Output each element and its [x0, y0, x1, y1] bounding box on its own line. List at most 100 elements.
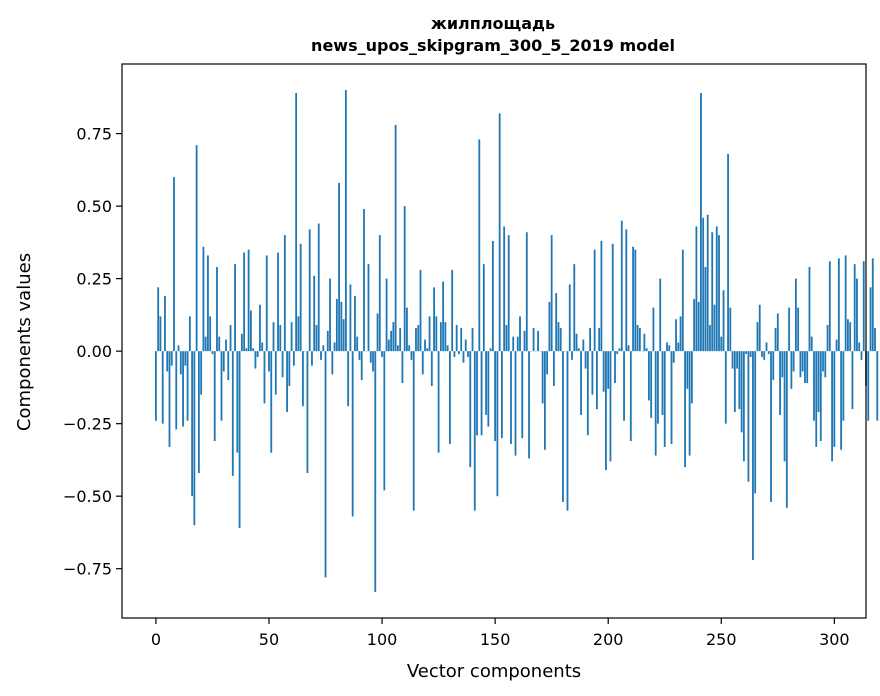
- bar-316: [869, 287, 872, 352]
- bar-150: [494, 351, 497, 442]
- bar-81: [338, 182, 340, 352]
- bar-33: [229, 325, 232, 352]
- bar-247: [713, 304, 716, 352]
- bar-216: [643, 333, 646, 352]
- bar-284: [797, 307, 800, 352]
- bar-267: [758, 304, 761, 352]
- bar-167: [532, 327, 535, 352]
- bar-184: [571, 351, 573, 360]
- bar-273: [772, 351, 775, 381]
- bar-121: [428, 316, 431, 352]
- bar-2: [159, 316, 162, 352]
- bar-124: [435, 316, 438, 352]
- bar-126: [439, 322, 442, 352]
- bar-89: [356, 336, 359, 352]
- bar-319: [876, 351, 879, 421]
- bar-99: [378, 235, 381, 352]
- bar-12: [182, 351, 184, 427]
- bar-201: [609, 351, 612, 462]
- bar-255: [731, 351, 734, 369]
- bar-180: [562, 351, 564, 502]
- bar-73: [320, 351, 322, 360]
- bar-148: [489, 348, 492, 352]
- bar-311: [858, 342, 861, 352]
- bar-29: [220, 351, 223, 421]
- bar-74: [322, 345, 325, 352]
- bar-263: [749, 351, 752, 357]
- bar-18: [195, 145, 198, 352]
- bar-23: [207, 255, 209, 352]
- bar-49: [265, 255, 268, 352]
- bar-278: [783, 351, 786, 462]
- bar-186: [575, 333, 578, 352]
- bar-97: [374, 351, 377, 592]
- bar-203: [614, 351, 616, 384]
- y-tick-label: 0.50: [76, 197, 112, 216]
- bar-64: [299, 243, 302, 352]
- bar-68: [308, 229, 311, 352]
- bar-296: [824, 351, 827, 378]
- bar-46: [259, 304, 261, 352]
- x-tick-label: 50: [259, 630, 279, 649]
- bar-174: [548, 301, 551, 352]
- bar-119: [424, 339, 426, 352]
- bar-86: [349, 284, 352, 352]
- bar-57: [283, 235, 286, 352]
- bar-138: [467, 351, 469, 357]
- bar-76: [326, 330, 329, 352]
- bar-183: [568, 284, 571, 352]
- bar-252: [724, 351, 727, 424]
- bar-20: [200, 351, 203, 395]
- bar-8: [173, 177, 175, 352]
- y-tick-label: 0.00: [76, 342, 112, 361]
- bar-44: [254, 351, 257, 369]
- bar-31: [225, 339, 227, 352]
- bar-245: [709, 325, 711, 352]
- bar-276: [779, 351, 781, 415]
- bar-56: [281, 351, 284, 378]
- y-axis-ticks: −0.75 −0.50 −0.25 0.00 0.25 0.50 0.75: [63, 125, 122, 579]
- bar-266: [756, 322, 759, 352]
- bar-310: [856, 278, 858, 352]
- bar-22: [204, 336, 207, 352]
- bar-230: [675, 319, 677, 352]
- bar-78: [331, 351, 334, 375]
- bar-13: [184, 351, 187, 366]
- bar-134: [458, 351, 460, 355]
- bar-35: [234, 264, 236, 352]
- bar-84: [344, 90, 347, 352]
- bar-54: [277, 252, 279, 352]
- bar-107: [396, 345, 399, 352]
- bar-111: [406, 307, 408, 352]
- bar-122: [430, 351, 433, 386]
- bar-307: [849, 322, 852, 352]
- bar-127: [442, 281, 445, 352]
- bars-group: [155, 90, 879, 592]
- bar-313: [862, 261, 865, 352]
- bar-257: [736, 351, 739, 369]
- x-tick-label: 150: [480, 630, 511, 649]
- bar-246: [711, 232, 714, 352]
- x-tick-label: 300: [819, 630, 850, 649]
- bar-123: [433, 287, 435, 352]
- bar-204: [616, 351, 619, 355]
- bar-191: [586, 351, 589, 436]
- bar-217: [645, 348, 648, 352]
- bar-87: [351, 351, 354, 517]
- bar-304: [842, 351, 845, 421]
- bar-91: [360, 351, 363, 381]
- bar-250: [720, 336, 723, 352]
- bar-32: [227, 351, 230, 381]
- bar-229: [672, 351, 675, 363]
- bar-131: [451, 269, 454, 352]
- bar-227: [668, 345, 671, 352]
- bar-208: [625, 229, 628, 352]
- bar-142: [476, 351, 478, 436]
- bar-75: [324, 351, 327, 578]
- bar-3: [161, 351, 164, 424]
- bar-152: [498, 113, 501, 352]
- bar-177: [555, 293, 558, 352]
- bar-202: [611, 243, 614, 352]
- bar-213: [636, 325, 639, 352]
- bar-209: [627, 345, 630, 352]
